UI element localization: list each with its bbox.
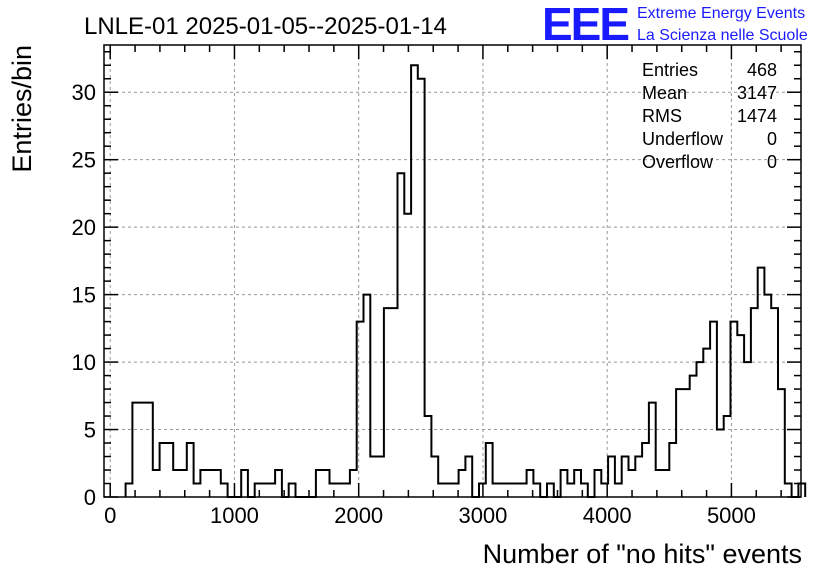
y-tick-label: 20 <box>72 215 96 240</box>
stats-rms-value: 1474 <box>737 106 777 126</box>
x-tick-label: 1000 <box>210 503 259 528</box>
chart-title: LNLE-01 2025-01-05--2025-01-14 <box>84 13 447 40</box>
stats-overflow-label: Overflow <box>642 152 714 172</box>
y-tick-label: 5 <box>84 418 96 443</box>
y-tick-labels: 0 5 10 15 20 25 30 <box>72 80 96 510</box>
y-axis-label: Entries/bin <box>7 45 37 173</box>
x-tick-labels: 0 1000 2000 3000 4000 5000 <box>104 503 756 528</box>
logo-line-1: Extreme Energy Events <box>637 5 805 22</box>
y-tick-label: 25 <box>72 148 96 173</box>
axis-ticks <box>104 45 801 498</box>
stats-underflow-label: Underflow <box>642 129 724 149</box>
stats-rms-label: RMS <box>642 106 682 126</box>
stats-entries-value: 468 <box>747 60 777 80</box>
x-axis-label: Number of "no hits" events <box>483 539 802 569</box>
plot-frame <box>103 44 802 498</box>
stats-mean-label: Mean <box>642 83 687 103</box>
x-tick-label: 2000 <box>334 503 383 528</box>
x-tick-label: 0 <box>104 503 116 528</box>
logo-mark: EEE <box>542 0 628 50</box>
y-tick-label: 10 <box>72 350 96 375</box>
histogram-series <box>124 64 807 498</box>
stats-mean-value: 3147 <box>737 83 777 103</box>
x-tick-label: 3000 <box>458 503 507 528</box>
y-tick-label: 30 <box>72 80 96 105</box>
logo: EEE Extreme Energy Events La Scienza nel… <box>542 0 808 50</box>
y-tick-label: 0 <box>84 485 96 510</box>
x-tick-label: 4000 <box>583 503 632 528</box>
stats-overflow-value: 0 <box>767 152 777 172</box>
stats-box: Entries 468 Mean 3147 RMS 1474 Underflow… <box>642 60 777 172</box>
x-tick-label: 5000 <box>707 503 756 528</box>
logo-line-2: La Scienza nelle Scuole <box>637 27 808 44</box>
y-tick-label: 15 <box>72 283 96 308</box>
stats-entries-label: Entries <box>642 60 698 80</box>
grid <box>104 45 801 497</box>
stats-underflow-value: 0 <box>767 129 777 149</box>
